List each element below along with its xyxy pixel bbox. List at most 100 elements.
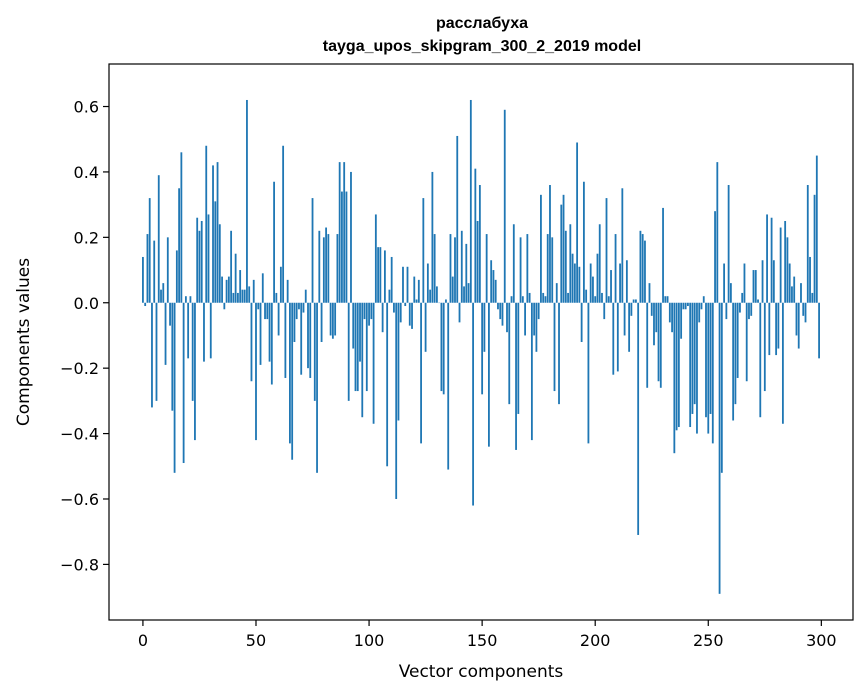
bar-71	[302, 302, 305, 313]
bar-214	[625, 260, 628, 303]
bar-191	[573, 263, 576, 303]
bar-165	[515, 302, 517, 450]
bar-209	[614, 234, 617, 303]
bar-16	[178, 188, 181, 303]
bar-62	[282, 145, 285, 303]
bar-230	[662, 207, 664, 303]
bar-196	[585, 289, 588, 303]
bar-272	[757, 299, 759, 303]
bar-149	[478, 185, 481, 303]
bar-37	[225, 279, 228, 303]
bar-96	[359, 302, 361, 362]
bar-68	[295, 302, 298, 320]
bar-125	[424, 302, 427, 352]
bar-111	[393, 302, 395, 313]
bar-112	[395, 302, 398, 499]
bar-256	[720, 302, 723, 473]
bar-66	[291, 302, 294, 460]
bar-234	[671, 302, 673, 333]
bar-44	[241, 289, 244, 303]
bar-172	[530, 302, 533, 441]
bar-142	[463, 286, 465, 303]
bar-232	[666, 296, 669, 303]
bar-118	[408, 302, 411, 326]
bar-130	[436, 286, 438, 303]
bar-289	[795, 302, 798, 336]
bar-119	[411, 302, 413, 329]
bar-134	[445, 299, 447, 303]
bar-287	[791, 286, 793, 303]
bar-87	[338, 162, 341, 303]
bar-254	[716, 162, 719, 303]
bar-192	[576, 142, 579, 303]
bar-83	[329, 302, 332, 336]
bar-10	[164, 302, 167, 365]
bar-18	[182, 302, 185, 464]
bar-133	[442, 302, 445, 395]
bar-229	[659, 302, 662, 388]
bar-227	[655, 302, 658, 333]
bar-217	[632, 299, 635, 303]
bar-132	[440, 302, 443, 392]
bar-277	[768, 302, 771, 356]
bar-283	[781, 302, 784, 424]
bar-182	[553, 302, 556, 392]
bar-179	[546, 234, 549, 303]
bar-215	[628, 302, 631, 352]
bar-158	[499, 302, 502, 320]
bar-177	[542, 292, 545, 303]
bar-35	[221, 276, 223, 303]
bar-92	[350, 171, 352, 303]
bar-0	[142, 256, 144, 303]
bar-141	[460, 230, 463, 303]
bar-39	[230, 230, 233, 303]
bar-117	[406, 266, 409, 303]
bar-173	[533, 302, 536, 336]
bar-268	[748, 302, 750, 320]
y-tick-label-4: 0.0	[74, 294, 99, 313]
bar-168	[521, 296, 524, 303]
bar-41	[234, 253, 237, 303]
bar-269	[750, 302, 753, 316]
bar-127	[429, 289, 432, 303]
bar-26	[200, 220, 203, 303]
bar-197	[587, 302, 590, 444]
bar-9	[162, 283, 165, 303]
bar-154	[490, 260, 493, 303]
bar-54	[264, 302, 266, 320]
bar-239	[682, 302, 685, 310]
bar-258	[725, 302, 728, 320]
bar-262	[734, 302, 737, 405]
bar-245	[696, 302, 698, 434]
bar-1	[144, 302, 147, 307]
bar-281	[777, 302, 780, 349]
bar-100	[368, 302, 370, 326]
bar-202	[598, 224, 601, 303]
bar-14	[173, 302, 176, 473]
bar-77	[316, 302, 318, 473]
bar-201	[596, 253, 599, 303]
bar-30	[209, 302, 212, 359]
bar-163	[510, 296, 513, 303]
bar-298	[815, 155, 818, 303]
bar-61	[279, 266, 282, 303]
bar-110	[390, 256, 393, 303]
bar-69	[298, 302, 300, 310]
bar-292	[802, 302, 805, 316]
bar-36	[223, 302, 226, 310]
bar-72	[304, 289, 307, 303]
bar-288	[793, 276, 796, 303]
bar-213	[623, 302, 626, 336]
chart-title-line2: tayga_upos_skipgram_300_2_2019 model	[323, 38, 641, 55]
bar-180	[549, 185, 551, 303]
bar-147	[474, 168, 477, 303]
bar-266	[743, 263, 746, 303]
bar-190	[571, 253, 574, 303]
bar-124	[422, 198, 425, 303]
bar-7	[157, 175, 160, 303]
bar-38	[227, 276, 230, 303]
bar-32	[214, 201, 217, 303]
bar-228	[657, 302, 660, 382]
bar-208	[612, 302, 615, 375]
bar-98	[363, 302, 366, 320]
